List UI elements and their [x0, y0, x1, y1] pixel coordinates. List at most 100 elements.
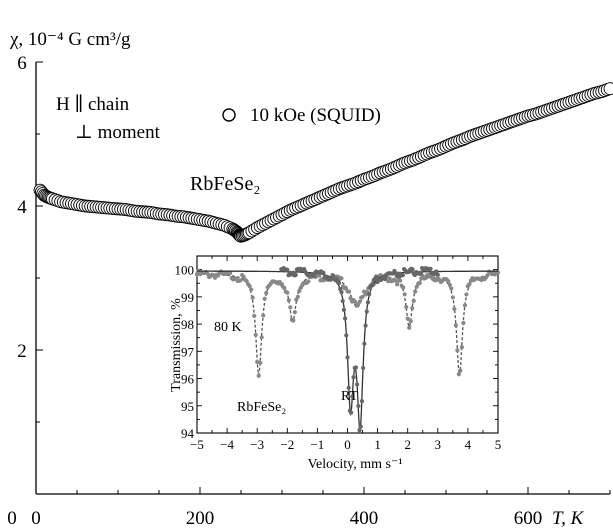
inset-x-tick-label: −3	[250, 437, 264, 452]
x-tick-label: 0	[7, 508, 17, 529]
inset-x-tick-label: −5	[190, 437, 204, 452]
spectrum-80k-point	[288, 305, 293, 310]
spectrum-rt-point	[358, 424, 363, 429]
spectrum-rt-point	[355, 382, 360, 387]
spectrum-80k-point	[343, 286, 349, 291]
spectrum-80k-point	[258, 360, 263, 365]
legend-label: 10 kOe (SQUID)	[250, 105, 381, 126]
y-tick-label: 2	[17, 341, 27, 362]
spectrum-80k-point	[449, 286, 454, 291]
spectrum-rt-point	[361, 365, 366, 371]
x-tick-label: 0	[31, 508, 41, 529]
spectrum-rt-point	[356, 403, 361, 409]
inset-y-tick-label: 97	[181, 344, 195, 359]
spectrum-80k-point	[297, 288, 302, 294]
x-tick-label: 600	[514, 508, 543, 529]
inset-spectra	[194, 265, 501, 433]
spectrum-80k-point	[453, 323, 458, 328]
spectrum-rt-point	[350, 394, 355, 399]
spectrum-rt-point	[285, 267, 290, 272]
inset-x-tick-label: −4	[220, 437, 234, 452]
inset-x-tick-label: 5	[495, 437, 502, 452]
spectrum-rt-point	[435, 272, 440, 277]
spectrum-rt-point	[359, 398, 365, 404]
spectrum-rt-point	[344, 333, 349, 338]
spectrum-80k-point	[339, 276, 344, 281]
spectrum-rt-point	[410, 267, 415, 272]
spectrum-rt-point	[341, 307, 346, 313]
spectrum-80k-point	[256, 373, 261, 378]
chi-vs-temperature-chart: 0 200 400 600 2 4 6 0 χ, 10⁻⁴ G cm³/g T, K H ∥ …	[7, 29, 613, 529]
spectrum-rt-point	[349, 410, 354, 415]
spectrum-80k-point	[306, 279, 311, 284]
spectrum-80k-point	[357, 299, 362, 305]
spectrum-80k-point	[459, 345, 464, 350]
spectrum-80k-point	[282, 285, 287, 291]
field-orientation-line-1: H ∥ chain	[56, 94, 130, 115]
spectrum-80k-point	[398, 278, 403, 283]
spectrum-80k-point	[450, 295, 455, 300]
x-tick-label: 200	[186, 508, 215, 529]
spectrum-80k-point	[292, 310, 297, 315]
spectrum-rt-point	[434, 269, 439, 274]
spectrum-rt-point	[367, 292, 372, 297]
spectrum-80k-point	[458, 368, 463, 373]
spectrum-rt-point	[321, 270, 326, 275]
spectrum-80k-point	[447, 282, 452, 288]
spectrum-80k-point	[346, 289, 352, 294]
x-tick-label: 400	[350, 508, 379, 529]
spectrum-80k-point	[250, 295, 255, 300]
spectrum-80k-point	[261, 313, 266, 318]
spectrum-80k-point	[295, 294, 300, 300]
spectrum-80k-point	[411, 298, 416, 303]
inset-x-tick-label: 1	[374, 437, 381, 452]
spectrum-80k-point	[395, 282, 400, 287]
spectrum-80k-point	[461, 320, 466, 326]
spectrum-80k-point	[249, 287, 254, 292]
spectrum-80k-point	[264, 290, 269, 296]
inset-y-tick-label: 99	[181, 290, 194, 305]
spectrum-80k-point	[194, 272, 200, 277]
inset-x-axis-label: Velocity, mm s⁻¹	[307, 457, 402, 472]
spectrum-80k-point	[404, 304, 409, 310]
inset-compound-label: RbFeSe₂	[237, 400, 286, 415]
spectrum-80k-point	[259, 335, 264, 340]
spectrum-80k-point	[405, 316, 410, 321]
spectrum-rt-point	[336, 280, 342, 285]
inset-y-tick-label: 100	[175, 263, 195, 278]
spectrum-80k-point	[348, 296, 353, 301]
spectrum-rt-point	[338, 286, 343, 292]
spectrum-80k-point	[247, 284, 252, 289]
spectrum-80k-point	[252, 313, 257, 318]
inset-y-tick-label: 94	[181, 426, 195, 441]
inset-y-axis-label: Transmission, %	[169, 298, 184, 392]
spectrum-rt-point	[418, 270, 424, 275]
inset-y-tick-label: 98	[181, 317, 194, 332]
inset-x-tick-label: 0	[344, 437, 351, 452]
spectrum-80k-point	[407, 325, 412, 330]
spectrum-rt-point	[363, 323, 368, 328]
spectrum-80k-point	[262, 296, 267, 301]
spectrum-80k-point	[455, 348, 460, 353]
inset-label-rt: RT	[341, 389, 358, 404]
spectrum-80k-point	[360, 294, 365, 299]
spectrum-80k-point	[410, 306, 415, 311]
inset-y-tick-label: 96	[181, 372, 195, 387]
spectrum-rt-point	[353, 365, 359, 370]
spectrum-80k-point	[401, 285, 406, 290]
mossbauer-inset-chart: −5 −4 −3 −2 −1 0 1 2 3 4 5 94 95 96 97 98 99 100 Transmis…	[169, 255, 502, 472]
spectrum-rt-point	[382, 276, 387, 282]
compound-label: RbFeSe₂	[190, 173, 260, 195]
spectrum-rt-point	[365, 300, 371, 305]
field-orientation-line-2: ⊥ moment	[75, 122, 161, 143]
inset-x-tick-label: 4	[465, 437, 472, 452]
spectrum-80k-point	[228, 271, 233, 276]
spectrum-80k-point	[467, 282, 472, 287]
spectrum-80k-point	[244, 278, 249, 284]
spectrum-80k-point	[456, 372, 461, 377]
inset-x-tick-label: 2	[404, 437, 411, 452]
inset-x-tick-label: 3	[435, 437, 442, 452]
spectrum-80k-point	[413, 289, 418, 294]
spectrum-80k-point	[446, 279, 451, 284]
